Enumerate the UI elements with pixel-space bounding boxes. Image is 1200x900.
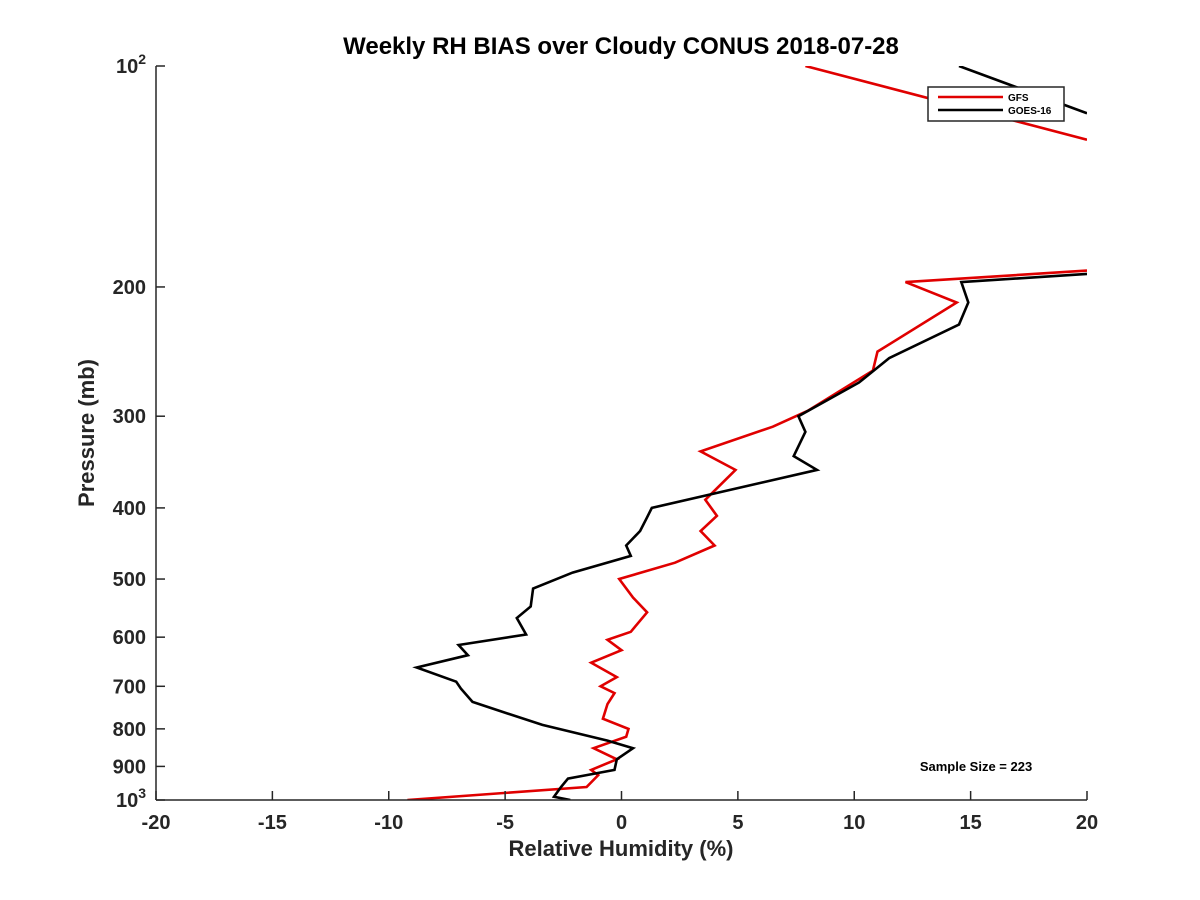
y-tick-label: 103 (116, 785, 146, 812)
y-tick-label: 500 (113, 569, 146, 591)
x-axis-ticks: -20 -15 -10 -5 0 5 10 15 20 (142, 791, 1098, 834)
x-tick-label: -5 (496, 812, 514, 834)
x-tick-label: 20 (1076, 812, 1098, 834)
x-tick-label: 0 (616, 812, 627, 834)
legend-box (927, 86, 1065, 122)
chart-legend: GFS GOES-16 (927, 86, 1065, 122)
y-tick-label: 102 (116, 51, 146, 78)
y-axis-label: Pressure (mb) (74, 359, 99, 507)
y-tick-label: 800 (113, 719, 146, 741)
y-tick-label: 400 (113, 498, 146, 520)
x-tick-label: -20 (142, 812, 171, 834)
x-tick-label: 5 (732, 812, 743, 834)
y-tick-label: 200 (113, 277, 146, 299)
y-tick-label: 900 (113, 756, 146, 778)
legend-label-goes16: GOES-16 (1008, 106, 1052, 117)
y-tick-label: 600 (113, 627, 146, 649)
y-tick-label: 300 (113, 406, 146, 428)
sample-size-annotation: Sample Size = 223 (920, 759, 1032, 774)
x-tick-label: 15 (960, 812, 982, 834)
chart-title: Weekly RH BIAS over Cloudy CONUS 2018-07… (343, 33, 899, 60)
series-line-goes16 (412, 272, 1087, 800)
legend-label-gfs: GFS (1008, 93, 1029, 104)
series-layer (407, 66, 1087, 800)
x-axis-label: Relative Humidity (%) (509, 836, 734, 861)
x-tick-label: 10 (843, 812, 865, 834)
x-tick-label: -15 (258, 812, 287, 834)
y-axis-ticks: 102 200 300 400 500 600 700 800 900 103 (113, 51, 165, 812)
y-tick-label: 700 (113, 676, 146, 698)
x-tick-label: -10 (374, 812, 403, 834)
series-line-gfs (407, 269, 1087, 800)
